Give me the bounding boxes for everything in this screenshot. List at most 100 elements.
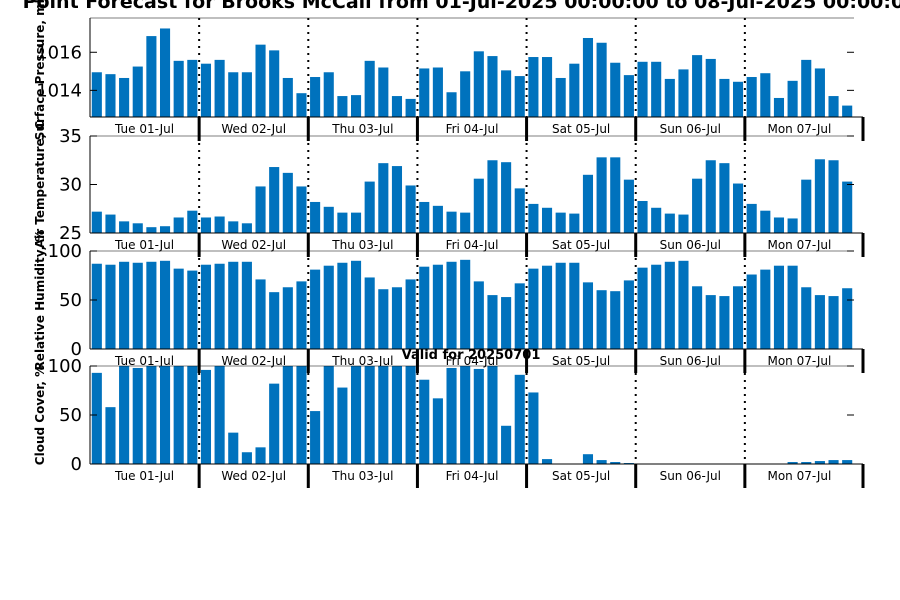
bar bbox=[596, 157, 607, 233]
bar bbox=[173, 268, 184, 349]
bar bbox=[187, 210, 198, 233]
panel-1: 1014 1016 Tue 01-Jul Wed 02-Jul Thu 03-Jul Fr… bbox=[33, 0, 865, 141]
bar bbox=[323, 366, 334, 464]
bar bbox=[719, 78, 730, 117]
y-tick-label: 0 bbox=[71, 339, 82, 360]
bar bbox=[337, 262, 348, 349]
bar bbox=[323, 265, 334, 349]
bar bbox=[842, 105, 853, 117]
y-axis-label: Cloud Cover, % bbox=[33, 365, 47, 465]
bar bbox=[310, 269, 321, 349]
y-tick-label: 50 bbox=[59, 405, 82, 426]
bar bbox=[528, 268, 539, 349]
bar bbox=[391, 287, 403, 349]
bar bbox=[269, 383, 280, 464]
bar bbox=[773, 217, 785, 233]
bar bbox=[501, 425, 512, 464]
bar bbox=[514, 374, 525, 464]
bar bbox=[391, 166, 403, 233]
day-label: Thu 03-Jul bbox=[331, 122, 393, 136]
bar bbox=[842, 288, 853, 349]
day-label: Sat 05-Jul bbox=[552, 122, 610, 136]
bar bbox=[569, 63, 580, 117]
bar bbox=[132, 223, 143, 233]
bar bbox=[610, 462, 621, 464]
bar bbox=[200, 264, 212, 349]
y-tick-label: 30 bbox=[59, 175, 82, 196]
panel-4: 0 50 100 Tue 01-Jul Wed 02-Jul Thu 03-Jul Fri … bbox=[33, 356, 865, 488]
bar bbox=[842, 181, 853, 233]
day-label: Fri 04-Jul bbox=[446, 354, 499, 368]
bar bbox=[787, 218, 798, 233]
bar bbox=[159, 366, 171, 464]
day-label: Fri 04-Jul bbox=[446, 122, 499, 136]
bar bbox=[255, 186, 266, 233]
bar bbox=[664, 261, 675, 349]
bar bbox=[91, 263, 102, 349]
bar bbox=[282, 172, 293, 233]
bar bbox=[460, 366, 471, 464]
bar bbox=[487, 366, 498, 464]
bar bbox=[501, 70, 512, 117]
bar bbox=[528, 392, 539, 464]
day-label: Mon 07-Jul bbox=[767, 469, 831, 483]
bar bbox=[241, 261, 252, 349]
bar bbox=[364, 181, 375, 233]
bar bbox=[610, 62, 621, 117]
bar bbox=[555, 77, 566, 117]
bar bbox=[296, 186, 307, 233]
y-tick-label: 100 bbox=[48, 241, 82, 262]
bar bbox=[405, 366, 416, 464]
bar bbox=[801, 287, 812, 349]
bar bbox=[719, 163, 730, 233]
bar bbox=[801, 59, 812, 117]
bar bbox=[310, 411, 321, 464]
bar bbox=[132, 367, 143, 464]
panel-3: 0 50 100 Tue 01-Jul Wed 02-Jul Thu 03-Jul Fri … bbox=[33, 230, 865, 373]
y-axis-label: Air Temperature, C bbox=[33, 121, 47, 249]
bar bbox=[828, 160, 839, 233]
bar bbox=[732, 183, 744, 233]
bar bbox=[801, 462, 812, 464]
bar bbox=[541, 57, 553, 117]
bar bbox=[119, 77, 130, 117]
day-label: Tue 01-Jul bbox=[114, 354, 174, 368]
bar bbox=[214, 263, 225, 349]
bar bbox=[842, 460, 853, 464]
bar bbox=[773, 265, 785, 349]
bar bbox=[228, 261, 239, 349]
bar bbox=[159, 226, 171, 233]
bar bbox=[828, 96, 839, 117]
day-label: Fri 04-Jul bbox=[446, 469, 499, 483]
panel-2: 25 30 35 Tue 01-Jul Wed 02-Jul Thu 03-Jul Fri … bbox=[33, 121, 865, 257]
bar bbox=[692, 178, 703, 233]
bar bbox=[732, 81, 744, 117]
bar bbox=[282, 287, 293, 349]
bar bbox=[364, 277, 375, 349]
day-label: Sun 06-Jul bbox=[660, 238, 721, 252]
bar bbox=[487, 160, 498, 233]
bar bbox=[200, 217, 212, 233]
bar bbox=[664, 213, 675, 233]
bar bbox=[255, 447, 266, 464]
bar bbox=[419, 266, 430, 349]
bar bbox=[228, 72, 239, 117]
bar bbox=[173, 60, 184, 117]
bar bbox=[241, 72, 252, 117]
bar bbox=[787, 80, 798, 117]
bar bbox=[637, 200, 648, 233]
day-label: Thu 03-Jul bbox=[331, 354, 393, 368]
bar bbox=[501, 297, 512, 349]
bar bbox=[651, 207, 662, 233]
bar bbox=[228, 221, 239, 233]
day-label: Tue 01-Jul bbox=[114, 122, 174, 136]
bar bbox=[555, 262, 566, 349]
day-label: Sun 06-Jul bbox=[660, 469, 721, 483]
bar bbox=[514, 76, 525, 117]
bar bbox=[419, 68, 430, 117]
bar bbox=[555, 212, 566, 233]
bar bbox=[773, 97, 785, 117]
bar bbox=[419, 379, 430, 464]
bar bbox=[405, 279, 416, 349]
bar bbox=[391, 96, 403, 117]
